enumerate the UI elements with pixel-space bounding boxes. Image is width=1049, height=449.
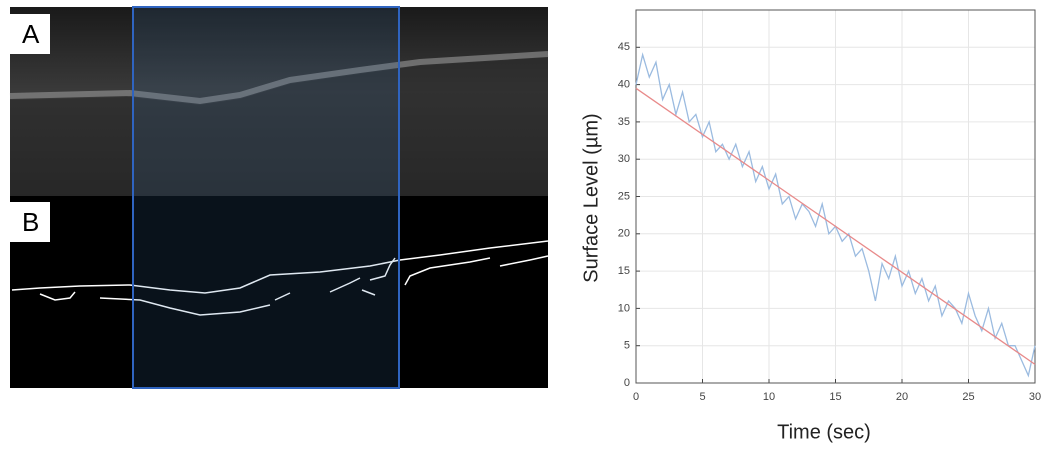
selection-box: [132, 6, 400, 389]
y-tick-label: 0: [624, 377, 630, 389]
x-tick-label: 30: [1029, 391, 1041, 403]
plot: 0 5 10 15 20 25 30 35 40 45 0 5 10 15 20 25 30: [618, 9, 1041, 403]
oct-image-a: [9, 7, 549, 196]
x-tick-label: 0: [633, 391, 639, 403]
x-tick-label: 5: [699, 391, 705, 403]
x-tick-label: 10: [763, 391, 775, 403]
y-axis-label: Surface Level (µm): [580, 113, 602, 282]
x-tick-label: 25: [962, 391, 974, 403]
y-tick-label: 10: [618, 302, 630, 314]
y-tick-label: 25: [618, 190, 630, 202]
data-line: [635, 87, 1036, 365]
panel-label: B: [22, 207, 39, 237]
panel-label-bg: [10, 14, 50, 54]
y-tick-label: 20: [618, 228, 630, 240]
x-tick-label: 15: [829, 391, 841, 403]
panel-label-bg: [10, 202, 50, 242]
y-tick-label: 15: [618, 265, 630, 277]
x-tick-label: 20: [896, 391, 908, 403]
y-tick-label: 5: [624, 340, 630, 352]
x-axis-label: Time (sec): [777, 421, 871, 443]
y-tick-label: 45: [618, 41, 630, 53]
y-tick-label: 40: [618, 79, 630, 91]
panel-label: A: [22, 19, 40, 49]
y-tick-label: 30: [618, 153, 630, 165]
y-tick-label: 35: [618, 116, 630, 128]
plot-frame: [635, 9, 1036, 384]
oct-image-b: [10, 196, 549, 388]
